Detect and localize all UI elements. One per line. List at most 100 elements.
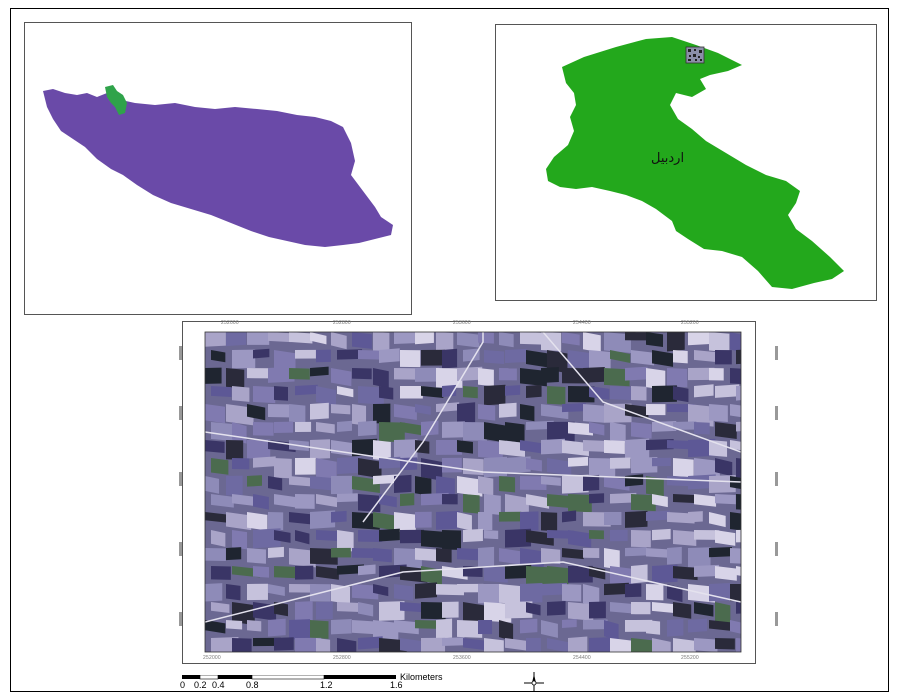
field-parcel [520, 582, 543, 604]
field-parcel [646, 548, 669, 558]
field-parcel [274, 421, 294, 434]
x-tick-top-3: 253600 [453, 320, 471, 326]
field-parcel [478, 620, 493, 635]
field-parcel [295, 637, 322, 652]
field-parcel [604, 511, 622, 526]
field-parcel [547, 458, 572, 476]
field-parcel [688, 404, 714, 427]
field-parcel [268, 584, 285, 597]
field-parcel [436, 476, 455, 498]
field-parcel [505, 422, 525, 444]
field-parcel [583, 474, 600, 492]
field-parcel [688, 547, 711, 568]
field-parcel [484, 638, 504, 652]
field-parcel [541, 366, 559, 384]
field-parcel [289, 584, 316, 593]
field-parcel [694, 530, 720, 540]
field-parcel [316, 386, 337, 407]
field-parcel [253, 386, 276, 404]
field-parcel [442, 348, 458, 369]
field-parcel [352, 548, 375, 559]
figure-frame [10, 8, 889, 692]
field-parcel [337, 638, 357, 652]
field-parcel [331, 510, 347, 523]
field-parcel [379, 422, 405, 443]
field-parcel [247, 332, 270, 345]
field-parcel [394, 332, 416, 344]
field-parcel [457, 476, 483, 497]
field-parcel [694, 422, 710, 435]
field-parcel [547, 530, 575, 539]
field-parcel [625, 332, 647, 341]
field-parcel [625, 547, 647, 557]
field-parcel [568, 386, 595, 403]
field-parcel [211, 458, 229, 475]
field-parcel [715, 530, 736, 546]
field-parcel [295, 457, 316, 475]
field-parcel [358, 458, 382, 479]
field-parcel [709, 620, 733, 631]
field-parcel [331, 618, 352, 635]
field-parcel [352, 476, 380, 494]
field-parcel [358, 530, 383, 542]
field-parcel [610, 350, 631, 363]
field-parcel [631, 350, 655, 366]
field-parcel [415, 440, 430, 454]
field-parcel [652, 602, 676, 614]
field-parcel [373, 368, 389, 389]
field-parcel [604, 440, 625, 454]
ardabil-highlight-shape [105, 85, 127, 115]
field-parcel [232, 602, 255, 626]
field-parcel [520, 332, 548, 345]
field-parcel [673, 530, 697, 546]
field-parcel [268, 366, 295, 383]
field-parcel [211, 602, 230, 614]
field-parcel [625, 583, 642, 598]
field-parcel [730, 404, 741, 418]
field-parcel [610, 422, 626, 444]
field-parcel [211, 350, 226, 363]
field-parcel [583, 512, 611, 527]
field-parcel [646, 438, 674, 451]
field-parcel [289, 548, 316, 568]
scale-tick-0-2: 0.2 [194, 680, 207, 690]
field-parcel [400, 385, 423, 399]
field-parcel [652, 385, 677, 403]
field-parcel [652, 638, 671, 652]
field-parcel [646, 476, 664, 497]
field-parcel [589, 386, 610, 400]
field-parcel [295, 349, 316, 359]
field-parcel [253, 422, 274, 436]
field-parcel [463, 602, 485, 624]
field-parcel [337, 420, 352, 432]
field-parcel [562, 474, 589, 494]
field-parcel [415, 476, 432, 496]
field-parcel [442, 421, 465, 438]
field-parcel [652, 494, 668, 508]
field-parcel [400, 602, 427, 613]
field-parcel [289, 619, 311, 640]
field-parcel [457, 512, 472, 531]
field-parcel [583, 440, 606, 452]
field-parcel [589, 350, 611, 372]
field-parcel [316, 458, 337, 482]
field-parcel [310, 548, 338, 565]
field-parcel [400, 422, 423, 436]
field-parcel [211, 422, 237, 442]
field-parcel [394, 474, 412, 494]
field-parcel [331, 547, 351, 558]
field-parcel [358, 636, 383, 650]
field-parcel [736, 385, 741, 401]
field-parcel [736, 421, 741, 432]
field-parcel [526, 566, 553, 586]
field-parcel [583, 584, 600, 607]
field-parcel [268, 440, 296, 453]
field-parcel [589, 493, 605, 504]
field-parcel [253, 528, 281, 549]
field-parcel [505, 528, 532, 548]
field-parcel [730, 512, 741, 531]
field-parcel [646, 620, 661, 635]
field-parcel [205, 620, 226, 634]
road-line [205, 431, 741, 483]
field-parcel [247, 583, 268, 601]
